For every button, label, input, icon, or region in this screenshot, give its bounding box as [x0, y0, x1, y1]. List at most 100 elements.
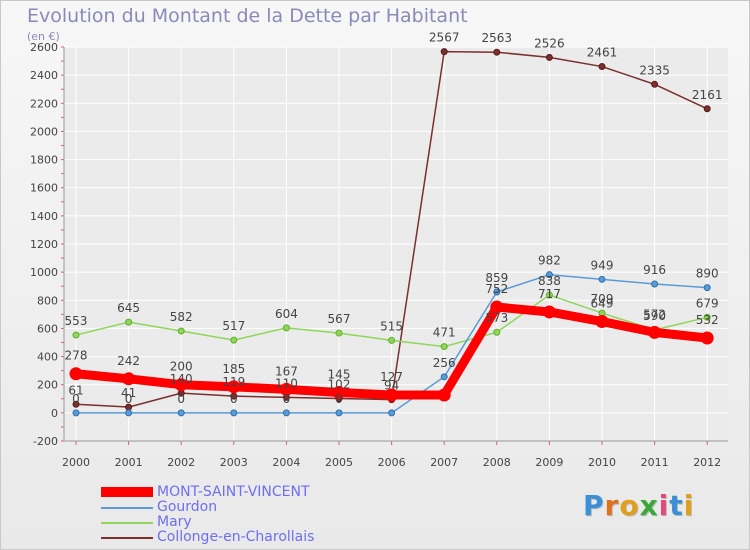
data-label-mary: 573	[485, 311, 508, 325]
data-point-mary	[125, 318, 133, 326]
logo-letter: i	[683, 489, 695, 522]
data-label-gourdon: 0	[230, 392, 238, 406]
data-point-mary	[72, 331, 80, 339]
y-tick-label: 2400	[30, 69, 58, 82]
data-label-mont-saint-vincent: 185	[222, 362, 245, 376]
data-label-mary: 567	[328, 312, 351, 326]
y-tick-label: 1600	[30, 182, 58, 195]
data-label-mont-saint-vincent: 200	[170, 360, 193, 374]
y-tick-label: 1000	[30, 266, 58, 279]
data-label-mont-saint-vincent: 278	[65, 349, 88, 363]
data-label-mont-saint-vincent: 242	[117, 354, 140, 368]
legend-swatch-gourdon	[101, 507, 153, 509]
data-label-collonge-en-charollais: 110	[275, 376, 298, 390]
data-point-mary	[440, 343, 448, 351]
legend-label: Gourdon	[157, 499, 218, 515]
data-label-mont-saint-vincent: 127	[380, 370, 403, 384]
data-point-mont-saint-vincent	[174, 378, 188, 392]
data-label-collonge-en-charollais: 2567	[429, 31, 460, 45]
data-label-mont-saint-vincent: 572	[643, 307, 666, 321]
legend-swatch-collonge	[101, 537, 153, 539]
data-label-mont-saint-vincent: 167	[275, 364, 298, 378]
data-label-gourdon: 0	[125, 392, 133, 406]
x-tick-label: 2001	[115, 456, 143, 469]
data-label-mont-saint-vincent: 752	[485, 282, 508, 296]
data-point-gourdon	[703, 284, 711, 292]
logo-letter: x	[639, 489, 659, 522]
data-point-collonge-en-charollais	[493, 48, 501, 56]
data-label-gourdon: 949	[591, 258, 614, 272]
data-point-mary	[545, 291, 553, 299]
data-point-mary	[493, 328, 501, 336]
data-label-gourdon: 859	[485, 271, 508, 285]
proxiti-logo: Proxiti	[583, 489, 694, 522]
data-label-mary: 582	[170, 310, 193, 324]
data-point-mont-saint-vincent	[542, 305, 556, 319]
x-tick-label: 2011	[641, 456, 669, 469]
x-tick-label: 2007	[430, 456, 458, 469]
data-label-mary: 679	[696, 296, 719, 310]
y-tick-label: 400	[37, 351, 58, 364]
y-tick-label: 200	[37, 379, 58, 392]
data-label-collonge-en-charollais: 119	[222, 375, 245, 389]
data-point-mont-saint-vincent	[279, 382, 293, 396]
data-point-gourdon	[598, 275, 606, 283]
data-point-mont-saint-vincent	[332, 385, 346, 399]
y-tick-label: 1400	[30, 210, 58, 223]
data-label-collonge-en-charollais: 41	[121, 386, 136, 400]
data-point-collonge-en-charollais	[651, 80, 659, 88]
y-tick-label: 2200	[30, 97, 58, 110]
data-point-gourdon	[493, 288, 501, 296]
data-label-gourdon: 0	[72, 392, 80, 406]
data-point-mary	[703, 313, 711, 321]
x-tick-label: 2000	[62, 456, 90, 469]
y-tick-label: 800	[37, 294, 58, 307]
data-point-mont-saint-vincent	[122, 372, 136, 386]
data-point-collonge-en-charollais	[703, 105, 711, 113]
chart-title: Evolution du Montant de la Dette par Hab…	[27, 5, 468, 27]
x-tick-label: 2009	[535, 456, 563, 469]
x-tick-label: 2005	[325, 456, 353, 469]
logo-letter: i	[658, 489, 670, 522]
y-tick-label: 600	[37, 322, 58, 335]
data-point-collonge-en-charollais	[72, 400, 80, 408]
data-point-gourdon	[545, 271, 553, 279]
data-point-mont-saint-vincent	[385, 388, 399, 402]
data-label-mont-saint-vincent: 649	[591, 297, 614, 311]
x-tick-label: 2008	[483, 456, 511, 469]
x-tick-label: 2006	[378, 456, 406, 469]
data-label-collonge-en-charollais: 2335	[639, 63, 670, 77]
data-label-gourdon: 890	[696, 267, 719, 281]
data-label-mary: 590	[643, 309, 666, 323]
data-label-collonge-en-charollais: 102	[328, 378, 351, 392]
data-label-mary: 553	[65, 314, 88, 328]
data-label-collonge-en-charollais: 61	[68, 383, 83, 397]
data-point-gourdon	[72, 409, 80, 417]
data-label-mary: 709	[591, 292, 614, 306]
logo-letter: r	[604, 489, 620, 522]
y-tick-label: 1800	[30, 154, 58, 167]
chart-subtitle: (en €)	[27, 30, 60, 43]
data-point-gourdon	[282, 409, 290, 417]
data-label-mary: 604	[275, 307, 298, 321]
data-label-mary: 645	[117, 301, 140, 315]
logo-letter: o	[619, 489, 640, 522]
data-label-collonge-en-charollais: 2161	[692, 88, 723, 102]
legend-label: MONT-SAINT-VINCENT	[157, 484, 310, 500]
data-label-mont-saint-vincent: 717	[538, 287, 561, 301]
data-label-mary: 515	[380, 319, 403, 333]
data-label-gourdon: 916	[643, 263, 666, 277]
data-label-gourdon: 0	[177, 392, 185, 406]
data-point-mont-saint-vincent	[700, 331, 714, 345]
data-label-mont-saint-vincent: 532	[696, 313, 719, 327]
data-point-mary	[230, 336, 238, 344]
data-point-gourdon	[335, 409, 343, 417]
data-label-collonge-en-charollais: 2563	[482, 31, 513, 45]
data-point-gourdon	[125, 409, 133, 417]
y-tick-label: -200	[33, 435, 58, 448]
y-tick-label: 2000	[30, 125, 58, 138]
logo-letter: t	[669, 489, 684, 522]
data-label-collonge-en-charollais: 94	[384, 379, 399, 393]
x-tick-label: 2004	[272, 456, 300, 469]
data-point-collonge-en-charollais	[545, 53, 553, 61]
